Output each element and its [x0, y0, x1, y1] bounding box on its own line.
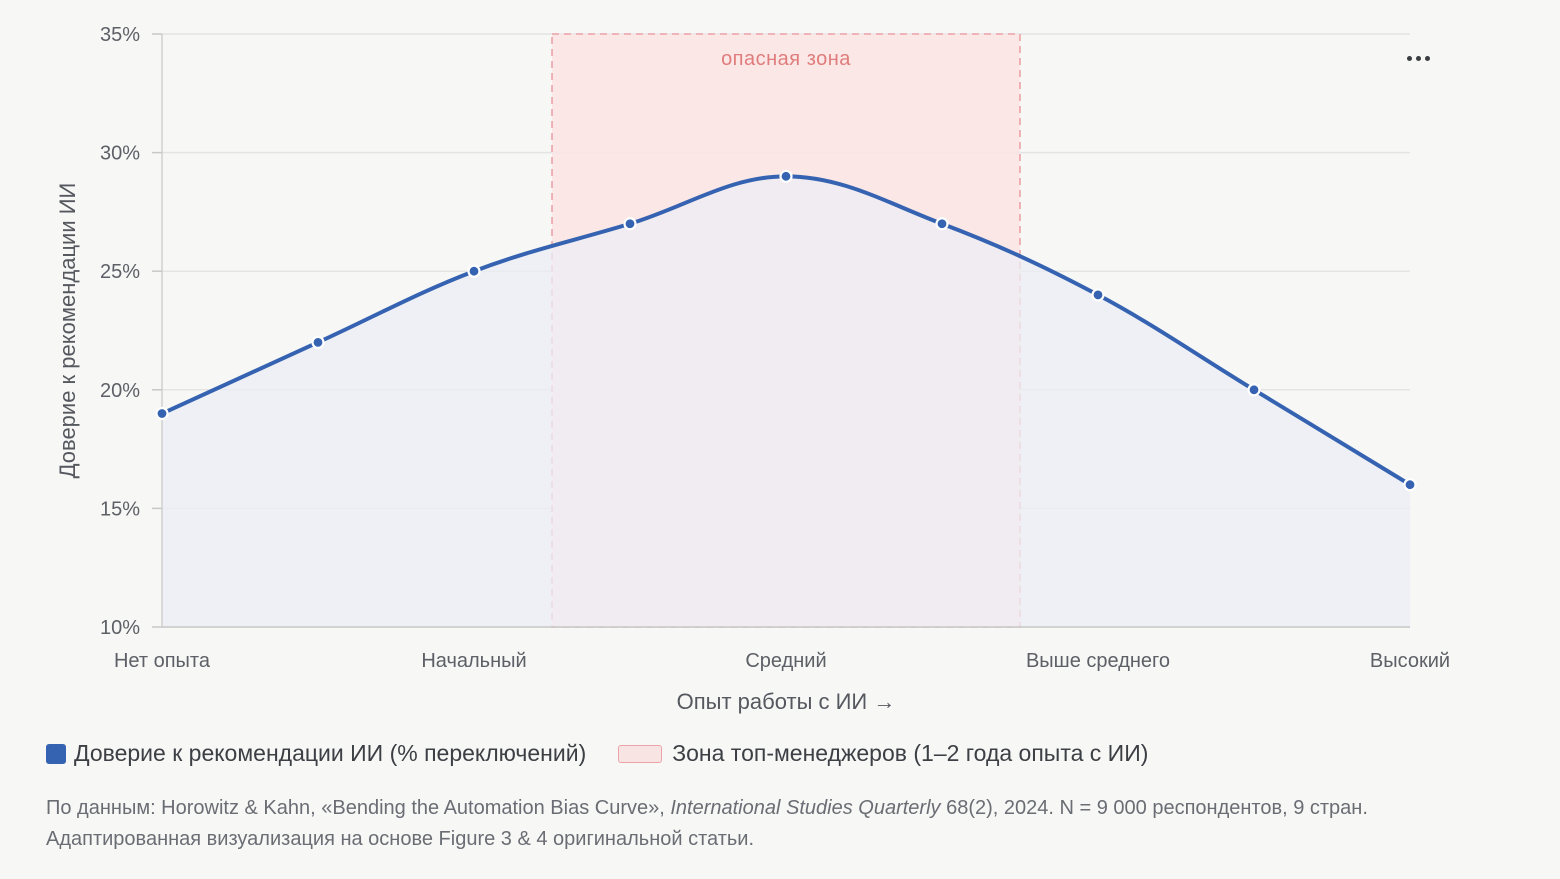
legend-item-zone[interactable]: Зона топ-менеджеров (1–2 года опыта с ИИ…: [618, 740, 1148, 767]
y-axis-title: Доверие к рекомендации ИИ: [55, 183, 80, 479]
data-points: [155, 169, 1417, 492]
x-tick-label: Средний: [745, 650, 826, 672]
data-point-3[interactable]: [623, 217, 637, 231]
chart-canvas: опасная зона 10% 15% 20% 25% 30% 35% Нет опыт…: [55, 24, 1450, 714]
y-tick-label: 15%: [100, 498, 140, 520]
data-point-7[interactable]: [1247, 383, 1261, 397]
data-point-4[interactable]: [779, 169, 793, 183]
x-axis-ticks: Нет опыта Начальный Средний Выше среднего Вы…: [114, 650, 1450, 672]
source-note: По данным: Horowitz & Kahn, «Bending the…: [46, 793, 1486, 855]
data-point-6[interactable]: [1091, 288, 1105, 302]
y-axis-ticks: 10% 15% 20% 25% 30% 35%: [100, 24, 162, 639]
data-point-5[interactable]: [935, 217, 949, 231]
legend-series-swatch: [46, 743, 66, 764]
more-options-button[interactable]: [1398, 42, 1438, 74]
legend-zone-swatch: [618, 744, 663, 763]
chart-legend: Доверие к рекомендации ИИ (% переключени…: [46, 740, 1180, 767]
legend-series-label: Доверие к рекомендации ИИ (% переключени…: [74, 740, 587, 766]
y-tick-label: 20%: [100, 380, 140, 402]
more-horizontal-icon: [1406, 55, 1412, 61]
y-tick-label: 10%: [100, 617, 140, 639]
y-tick-label: 35%: [100, 24, 140, 46]
data-point-0[interactable]: [155, 406, 169, 421]
source-prefix: По данным: Horowitz & Kahn, «Bending the…: [46, 797, 671, 819]
data-point-8[interactable]: [1403, 478, 1417, 492]
series-area-fill: [162, 176, 1410, 627]
x-tick-label: Нет опыта: [114, 650, 211, 672]
y-tick-label: 25%: [100, 261, 140, 283]
source-suffix: 68(2), 2024. N = 9 000 респондентов, 9 с…: [46, 797, 1368, 850]
more-icon-dot: [1415, 55, 1421, 61]
source-journal: International Studies Quarterly: [670, 797, 941, 819]
more-icon-dot: [1424, 55, 1430, 61]
data-point-1[interactable]: [311, 335, 325, 349]
data-point-2[interactable]: [467, 264, 481, 278]
x-tick-label: Начальный: [421, 650, 526, 672]
danger-zone-label: опасная зона: [721, 48, 851, 70]
legend-item-series[interactable]: Доверие к рекомендации ИИ (% переключени…: [46, 740, 586, 767]
x-axis-title: Опыт работы с ИИ →: [677, 689, 896, 714]
legend-zone-label: Зона топ-менеджеров (1–2 года опыта с ИИ…: [672, 740, 1149, 766]
y-tick-label: 30%: [100, 143, 140, 165]
axes: [161, 34, 1410, 628]
x-tick-label: Высокий: [1370, 650, 1450, 672]
x-tick-label: Выше среднего: [1026, 650, 1170, 672]
